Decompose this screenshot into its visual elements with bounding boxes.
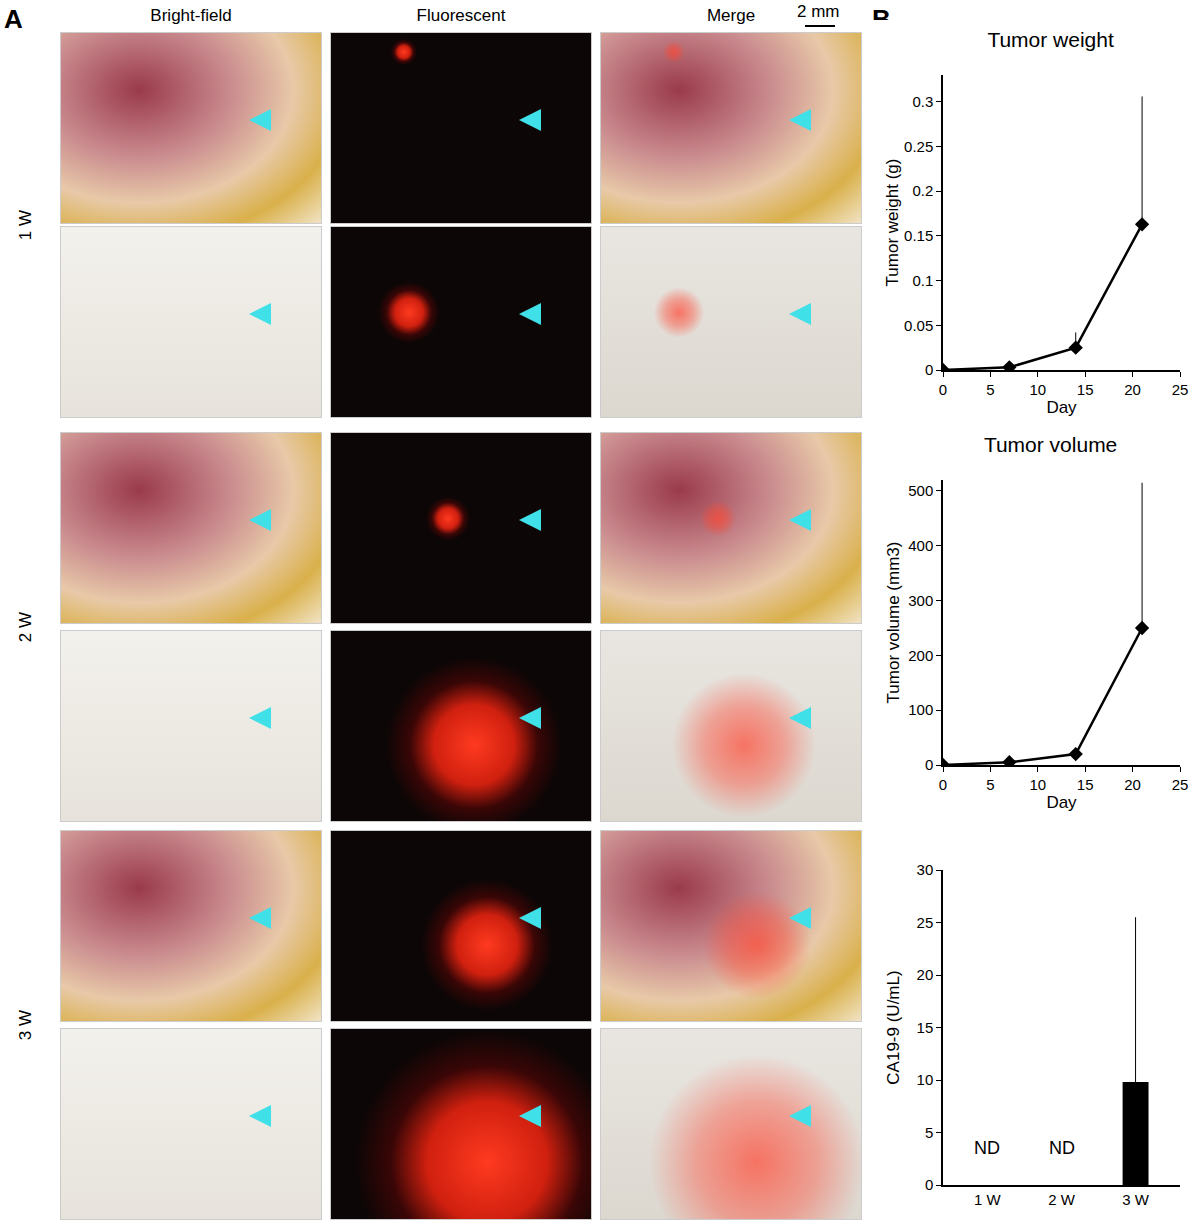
svg-text:0.3: 0.3 — [912, 93, 933, 110]
svg-text:0.2: 0.2 — [912, 182, 933, 199]
svg-text:1 W: 1 W — [974, 1191, 1002, 1208]
svg-text:5: 5 — [986, 381, 994, 398]
svg-text:15: 15 — [917, 1019, 934, 1036]
svg-text:400: 400 — [908, 537, 933, 554]
svg-text:Tumor volume (mm3): Tumor volume (mm3) — [884, 542, 903, 704]
svg-text:10: 10 — [917, 1071, 934, 1088]
svg-text:25: 25 — [1172, 381, 1189, 398]
svg-text:2 W: 2 W — [1048, 1191, 1076, 1208]
svg-text:5: 5 — [925, 1124, 933, 1141]
html-text:Bright-field: Bright-field — [150, 6, 232, 25]
html-text:2 W: 2 W — [16, 611, 35, 643]
svg-text:0: 0 — [925, 756, 933, 773]
html-text:Fluorescent: Fluorescent — [416, 6, 506, 25]
svg-text:0.15: 0.15 — [904, 227, 933, 244]
svg-text:3 W: 3 W — [1122, 1191, 1150, 1208]
svg-text:20: 20 — [1124, 776, 1141, 793]
svg-text:25: 25 — [917, 914, 934, 931]
svg-text:0.05: 0.05 — [904, 317, 933, 334]
svg-text:300: 300 — [908, 592, 933, 609]
svg-text:Tumor volume: Tumor volume — [984, 433, 1117, 456]
svg-text:100: 100 — [908, 701, 933, 718]
svg-text:0: 0 — [939, 776, 947, 793]
svg-text:20: 20 — [1124, 381, 1141, 398]
svg-text:Tumor weight (g): Tumor weight (g) — [883, 159, 902, 287]
html-text:Merge: Merge — [706, 6, 756, 25]
svg-text:15: 15 — [1077, 776, 1094, 793]
svg-text:15: 15 — [1077, 381, 1094, 398]
html-text:2 mm: 2 mm — [797, 2, 840, 21]
svg-text:20: 20 — [917, 966, 934, 983]
svg-text:Day: Day — [1046, 398, 1077, 417]
svg-text:5: 5 — [986, 776, 994, 793]
svg-text:ND: ND — [1049, 1138, 1075, 1158]
svg-text:10: 10 — [1029, 776, 1046, 793]
svg-text:0: 0 — [925, 1176, 933, 1193]
svg-text:Day: Day — [1046, 793, 1077, 812]
svg-text:0: 0 — [925, 361, 933, 378]
svg-text:200: 200 — [908, 647, 933, 664]
svg-text:0.25: 0.25 — [904, 138, 933, 155]
svg-text:500: 500 — [908, 482, 933, 499]
html-text:A: A — [4, 4, 23, 34]
svg-text:CA19-9 (U/mL): CA19-9 (U/mL) — [884, 970, 903, 1084]
html-text:1 W: 1 W — [16, 209, 35, 241]
html-text:B: B — [872, 4, 891, 34]
svg-text:25: 25 — [1172, 776, 1189, 793]
html-text:3 W: 3 W — [16, 1009, 35, 1041]
svg-text:0.1: 0.1 — [912, 272, 933, 289]
svg-text:10: 10 — [1029, 381, 1046, 398]
svg-text:Tumor weight: Tumor weight — [987, 28, 1114, 51]
svg-text:30: 30 — [917, 861, 934, 878]
svg-text:ND: ND — [974, 1138, 1000, 1158]
svg-text:0: 0 — [939, 381, 947, 398]
